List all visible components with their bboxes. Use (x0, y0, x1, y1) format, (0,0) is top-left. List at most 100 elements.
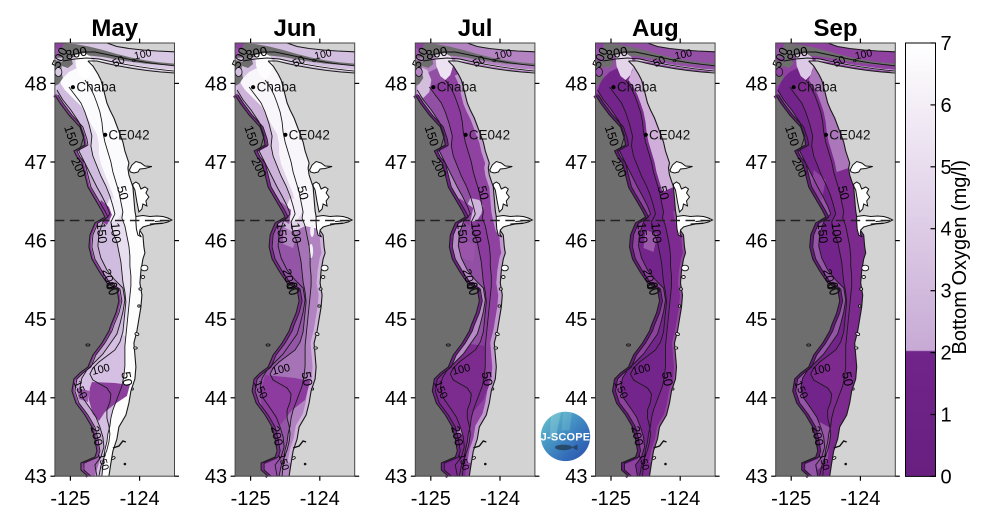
svg-text:43: 43 (745, 466, 767, 488)
svg-text:100: 100 (829, 222, 845, 244)
svg-text:100: 100 (313, 47, 333, 62)
svg-text:Chaba: Chaba (617, 80, 657, 95)
svg-text:Jun: Jun (274, 15, 317, 42)
svg-text:100: 100 (451, 362, 472, 378)
svg-text:43: 43 (205, 466, 227, 488)
svg-text:100: 100 (674, 47, 694, 62)
svg-text:47: 47 (745, 152, 767, 174)
svg-text:CE042: CE042 (829, 127, 870, 142)
svg-text:Chaba: Chaba (76, 80, 116, 95)
svg-text:200: 200 (808, 424, 826, 447)
svg-text:43: 43 (25, 466, 47, 488)
svg-text:45: 45 (745, 309, 767, 331)
svg-text:100: 100 (133, 47, 153, 62)
svg-text:CE042: CE042 (469, 127, 510, 142)
svg-text:50: 50 (114, 184, 131, 201)
svg-text:46: 46 (25, 231, 47, 253)
svg-text:50: 50 (291, 54, 307, 70)
svg-text:48: 48 (565, 73, 587, 95)
svg-text:100: 100 (631, 362, 652, 378)
svg-text:-125: -125 (231, 488, 271, 510)
svg-text:CE042: CE042 (289, 127, 330, 142)
svg-text:150: 150 (816, 453, 831, 472)
svg-text:200: 200 (280, 267, 299, 290)
svg-text:100: 100 (271, 362, 292, 378)
svg-text:-125: -125 (591, 488, 631, 510)
svg-text:45: 45 (385, 309, 407, 331)
svg-text:43: 43 (565, 466, 587, 488)
svg-text:100: 100 (854, 47, 874, 62)
svg-text:Aug: Aug (632, 15, 679, 42)
svg-text:44: 44 (385, 388, 407, 410)
svg-text:150: 150 (95, 453, 110, 472)
svg-text:5: 5 (941, 157, 952, 179)
svg-text:-124: -124 (660, 488, 700, 510)
svg-text:-124: -124 (840, 488, 880, 510)
svg-text:800: 800 (64, 43, 88, 62)
svg-text:50: 50 (655, 184, 672, 201)
svg-text:150: 150 (422, 124, 442, 148)
svg-text:48: 48 (205, 73, 227, 95)
svg-text:150: 150 (274, 222, 290, 244)
svg-text:200: 200 (820, 267, 839, 290)
svg-text:-125: -125 (50, 488, 90, 510)
svg-text:CE042: CE042 (649, 127, 690, 142)
svg-text:-125: -125 (771, 488, 811, 510)
svg-text:47: 47 (385, 152, 407, 174)
svg-text:Chaba: Chaba (257, 80, 297, 95)
svg-text:50: 50 (659, 370, 676, 387)
svg-text:50: 50 (835, 184, 852, 201)
svg-text:46: 46 (565, 231, 587, 253)
svg-text:-125: -125 (411, 488, 451, 510)
svg-text:45: 45 (205, 309, 227, 331)
svg-text:100: 100 (288, 222, 304, 244)
svg-text:150: 150 (454, 222, 470, 244)
svg-text:48: 48 (745, 73, 767, 95)
svg-text:150: 150 (634, 222, 650, 244)
svg-text:45: 45 (25, 309, 47, 331)
svg-text:Sep: Sep (813, 15, 857, 42)
svg-text:150: 150 (636, 453, 651, 472)
svg-text:47: 47 (205, 152, 227, 174)
svg-text:47: 47 (565, 152, 587, 174)
svg-text:200: 200 (640, 267, 659, 290)
svg-text:46: 46 (745, 231, 767, 253)
svg-text:150: 150 (602, 124, 622, 148)
svg-text:44: 44 (565, 388, 587, 410)
svg-text:48: 48 (385, 73, 407, 95)
svg-text:2: 2 (941, 343, 952, 365)
svg-text:CE042: CE042 (108, 127, 149, 142)
svg-text:50: 50 (651, 54, 667, 70)
svg-text:-124: -124 (480, 488, 520, 510)
svg-text:200: 200 (448, 424, 466, 447)
svg-text:100: 100 (493, 47, 513, 62)
svg-text:800: 800 (785, 43, 809, 62)
svg-text:50: 50 (118, 370, 135, 387)
svg-text:0: 0 (941, 466, 952, 488)
svg-text:48: 48 (25, 73, 47, 95)
svg-text:100: 100 (468, 222, 484, 244)
svg-text:150: 150 (782, 124, 802, 148)
svg-text:44: 44 (745, 388, 767, 410)
svg-text:200: 200 (460, 267, 479, 290)
svg-text:150: 150 (241, 124, 261, 148)
svg-text:Jul: Jul (458, 15, 493, 42)
svg-text:6: 6 (941, 95, 952, 117)
svg-text:50: 50 (294, 184, 311, 201)
svg-text:800: 800 (244, 43, 268, 62)
svg-text:May: May (91, 15, 138, 42)
svg-text:50: 50 (479, 370, 496, 387)
svg-text:150: 150 (275, 453, 290, 472)
svg-text:45: 45 (565, 309, 587, 331)
svg-text:50: 50 (831, 54, 847, 70)
svg-text:Chaba: Chaba (437, 80, 477, 95)
svg-text:150: 150 (815, 222, 831, 244)
svg-text:-124: -124 (300, 488, 340, 510)
svg-text:150: 150 (61, 124, 81, 148)
svg-text:200: 200 (268, 424, 286, 447)
svg-text:100: 100 (91, 362, 112, 378)
svg-text:150: 150 (456, 453, 471, 472)
svg-text:50: 50 (471, 54, 487, 70)
svg-text:50: 50 (839, 370, 856, 387)
svg-text:100: 100 (108, 222, 124, 244)
